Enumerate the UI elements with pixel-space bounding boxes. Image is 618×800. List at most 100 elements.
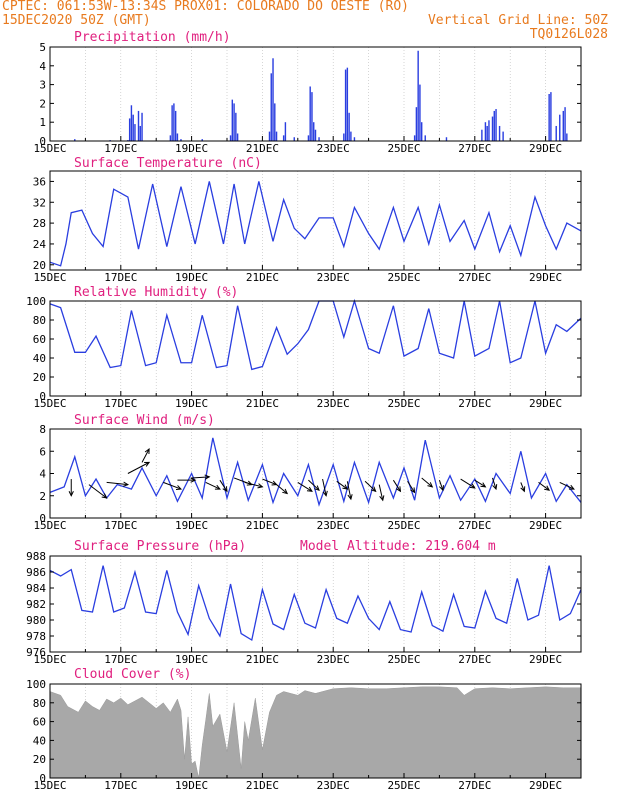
x-tick-label: 23DEC [317, 779, 350, 792]
y-tick-label: 1 [39, 116, 46, 129]
precip-bar [559, 114, 561, 141]
wind-arrow-head [306, 486, 313, 492]
panel-title: Cloud Cover (%) [74, 667, 191, 682]
precip-bar [343, 133, 345, 141]
x-tick-label: 25DEC [387, 519, 420, 532]
panel-frame [49, 555, 582, 653]
wind-arrow-head [144, 461, 151, 467]
precip-bar [350, 131, 352, 141]
x-tick-label: 21DEC [246, 519, 279, 532]
x-tick-label: 29DEC [529, 653, 562, 666]
y-tick-label: 36 [33, 175, 46, 188]
precip-bar [313, 122, 315, 141]
x-tick-label: 19DEC [175, 271, 208, 284]
x-tick-label: 29DEC [529, 519, 562, 532]
y-tick-label: 0 [39, 135, 46, 148]
precip-bar [284, 122, 287, 141]
wind-arrow-head [469, 483, 476, 489]
precip-bar [318, 137, 320, 141]
wind-arrow-head [322, 490, 328, 497]
panel-frame [49, 46, 582, 142]
wind-arrow [492, 477, 497, 490]
wind-arrow [106, 481, 128, 486]
y-tick-label: 5 [39, 41, 46, 54]
x-tick-label: 25DEC [387, 653, 420, 666]
wind-arrow-head [568, 484, 575, 490]
x-tick-label: 19DEC [175, 142, 208, 155]
y-tick-label: 20 [33, 371, 46, 384]
wind-arrow-head [492, 484, 498, 491]
wind-arrow [163, 481, 182, 490]
wind-arrow-head [222, 486, 228, 493]
precip-bar [502, 131, 504, 141]
precip-bar [562, 110, 565, 141]
precip-bar [493, 110, 495, 141]
precip-bar [231, 99, 234, 141]
y-tick-label: 978 [26, 630, 46, 643]
precip-bar [229, 135, 232, 141]
wind-arrow [219, 479, 228, 492]
x-tick-label: 15DEC [33, 519, 66, 532]
panel-title: Precipitation (mm/h) [74, 30, 231, 45]
precip-bar [293, 137, 295, 141]
x-tick-label: 17DEC [104, 397, 137, 410]
precip-bar [314, 129, 317, 141]
header-grid-note: Vertical Grid Line: 50Z [427, 13, 608, 28]
panel-frame [49, 300, 582, 397]
precip-bar [417, 50, 419, 142]
precip-bar [419, 84, 421, 141]
wind-arrow-head [314, 485, 320, 491]
panel-frame [49, 170, 582, 271]
series-line [49, 437, 582, 507]
precip-bar [491, 116, 494, 141]
y-tick-label: 0 [39, 512, 46, 525]
x-tick-label: 15DEC [33, 142, 66, 155]
x-tick-label: 25DEC [387, 397, 420, 410]
x-tick-label: 23DEC [317, 271, 350, 284]
precip-bar [139, 125, 141, 141]
x-tick-label: 21DEC [246, 271, 279, 284]
panel-1: Surface Temperature (nC) 20 24 28 32 36 15DEC 1… [33, 156, 582, 284]
x-tick-label: 21DEC [246, 142, 279, 155]
precip-bar [235, 112, 237, 141]
wind-arrow-head [190, 477, 197, 483]
y-tick-label: 986 [26, 566, 46, 579]
wind-arrow [407, 481, 416, 493]
y-tick-label: 40 [33, 352, 46, 365]
x-tick-label: 15DEC [33, 779, 66, 792]
x-tick-label: 29DEC [529, 142, 562, 155]
y-tick-label: 8 [39, 423, 46, 436]
y-tick-label: 4 [39, 468, 46, 481]
x-tick-label: 29DEC [529, 779, 562, 792]
precip-bar [484, 122, 487, 141]
wind-arrow [191, 476, 210, 479]
y-tick-label: 988 [26, 550, 46, 563]
precip-bar [555, 125, 557, 141]
precip-bar [311, 92, 313, 141]
y-tick-label: 2 [39, 97, 46, 110]
y-tick-label: 2 [39, 490, 46, 503]
precip-bar [272, 58, 274, 141]
x-tick-label: 15DEC [33, 271, 66, 284]
x-tick-label: 15DEC [33, 397, 66, 410]
panel-5: Cloud Cover (%) 0 20 40 60 80 100 15DEC 17DEC 19D… [26, 667, 582, 792]
panel-2: Relative Humidity (%) 0 20 40 60 80 100 15DEC 17… [26, 285, 582, 410]
wind-arrow [88, 484, 107, 499]
wind-arrow [421, 477, 433, 488]
x-tick-label: 15DEC [33, 653, 66, 666]
x-tick-label: 27DEC [458, 397, 491, 410]
x-tick-label: 27DEC [458, 142, 491, 155]
wind-arrow [438, 480, 444, 491]
wind-arrow-head [379, 495, 385, 502]
x-tick-label: 19DEC [175, 653, 208, 666]
precip-bar [420, 122, 423, 141]
precip-bar [233, 103, 235, 141]
precip-bar [415, 107, 418, 141]
wind-arrow-head [204, 474, 211, 480]
wind-arrow-head [520, 486, 526, 493]
header-run-date: 15DEC2020 50Z (GMT) [2, 13, 151, 28]
precip-bar [132, 114, 134, 141]
precip-bar [495, 109, 497, 141]
x-tick-label: 27DEC [458, 271, 491, 284]
